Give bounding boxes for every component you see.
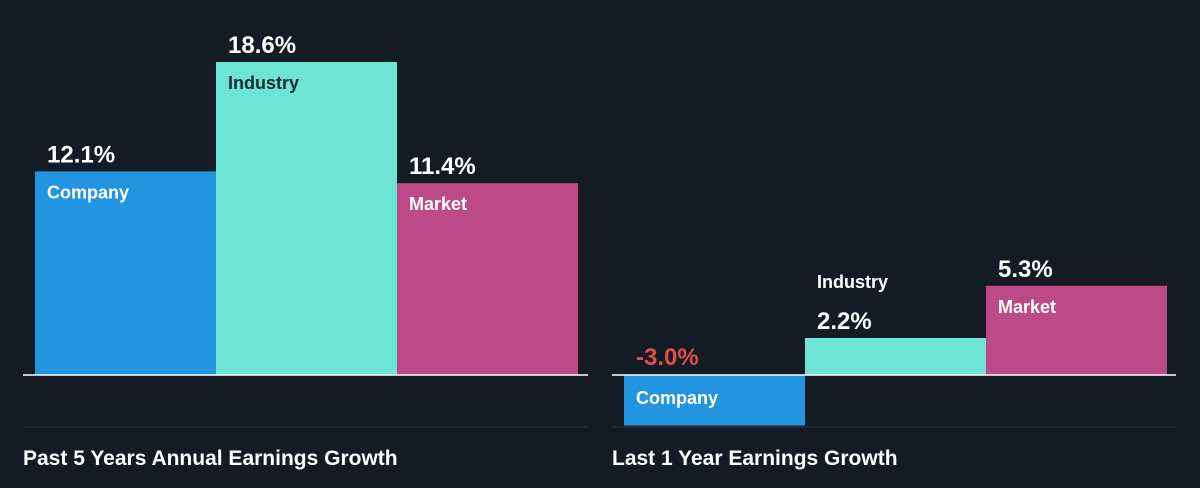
panel-past-5-years: Company 12.1% Industry 18.6% Market 11.4% Past… (23, 32, 588, 470)
bar-company (624, 375, 805, 426)
value-label-company: 12.1% (47, 141, 115, 168)
category-label-industry: Industry (817, 272, 888, 292)
value-label-market: 11.4% (409, 153, 476, 180)
category-label-company: Company (636, 388, 718, 408)
category-label-market: Market (409, 194, 467, 214)
value-label-company: -3.0% (636, 344, 699, 371)
value-label-market: 5.3% (998, 256, 1053, 283)
value-label-industry: 18.6% (228, 32, 296, 59)
category-label-market: Market (998, 297, 1056, 317)
value-label-industry: 2.2% (817, 308, 872, 335)
bar-market (397, 183, 578, 375)
chart-title: Past 5 Years Annual Earnings Growth (23, 447, 398, 470)
chart-title: Last 1 Year Earnings Growth (612, 447, 898, 470)
bar-industry (216, 62, 397, 375)
panel-last-1-year: Company -3.0% Industry 2.2% Market 5.3% Last 1… (612, 256, 1176, 470)
bar-industry (805, 337, 986, 375)
bar-market (986, 285, 1167, 375)
category-label-industry: Industry (228, 73, 299, 93)
bar-company (35, 171, 216, 375)
category-label-company: Company (47, 182, 129, 202)
